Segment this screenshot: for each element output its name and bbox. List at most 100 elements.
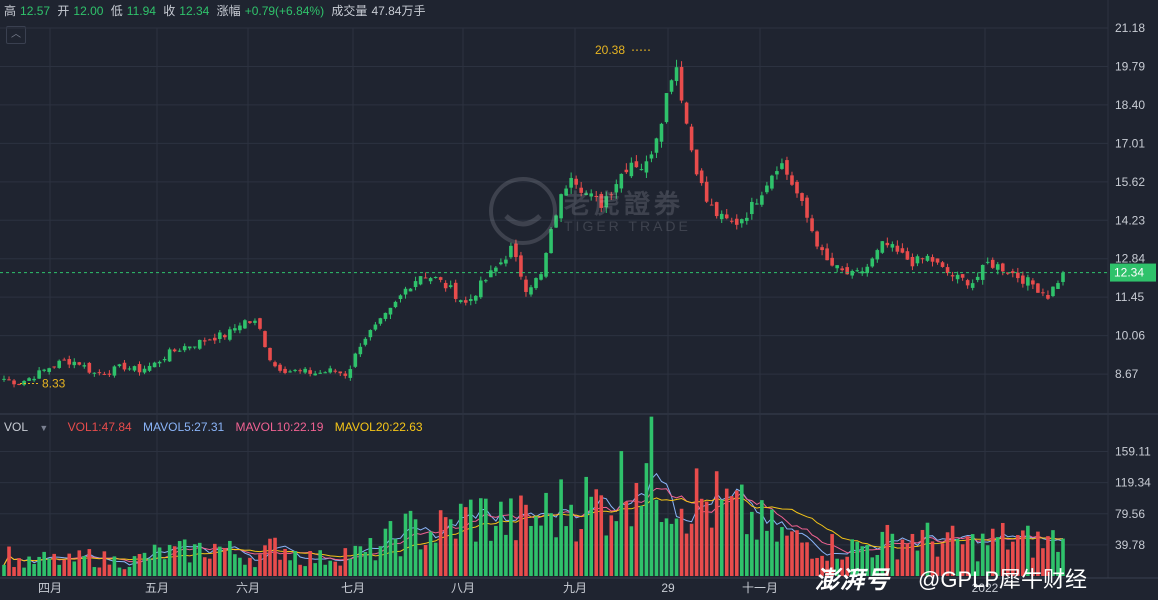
volume-bar — [770, 509, 774, 576]
candle-body — [765, 185, 769, 193]
candle-body — [514, 243, 518, 258]
volume-bar — [644, 463, 649, 576]
volume-bar — [12, 567, 16, 576]
candle-body — [243, 320, 247, 329]
volume-bar — [955, 538, 960, 576]
volume-bar — [965, 536, 970, 576]
candle-body — [117, 364, 122, 367]
candle-body — [1061, 272, 1065, 282]
volume-bar — [935, 556, 940, 576]
candle-body — [704, 181, 709, 202]
time-tick-label: 八月 — [451, 581, 475, 595]
collapse-chevron-icon[interactable]: ︿ — [6, 26, 26, 44]
volume-bar — [7, 546, 11, 576]
volume-bar — [338, 565, 343, 576]
volume-bar — [880, 531, 885, 576]
volume-bar — [484, 498, 488, 576]
volume-bar — [845, 556, 849, 576]
volume-bar — [423, 544, 428, 576]
price-tick-label: 12.84 — [1115, 252, 1145, 266]
candle-body — [398, 295, 403, 300]
volume-bar — [177, 541, 182, 576]
price-tick-label: 18.40 — [1115, 98, 1145, 112]
grid — [0, 0, 1158, 579]
volume-bar — [674, 518, 679, 576]
candle-body — [739, 219, 744, 224]
candle-body — [223, 335, 227, 338]
volume-bar — [970, 534, 975, 576]
candle-body — [564, 188, 568, 196]
volume-bar — [147, 558, 152, 576]
volume-bar — [1021, 530, 1025, 576]
volume-tick-label: 39.78 — [1115, 538, 1145, 552]
volume-bar — [900, 539, 905, 576]
candle-body — [820, 247, 824, 251]
volume-bar — [750, 511, 754, 576]
volume-bar — [684, 533, 689, 576]
volume-bar — [238, 557, 242, 576]
volume-bar — [509, 498, 513, 576]
volume-bar — [920, 529, 925, 576]
volume-bar — [293, 551, 297, 576]
time-tick-label: 29 — [661, 581, 675, 595]
volume-bar — [438, 510, 443, 576]
volume-bar — [519, 495, 523, 576]
candle-body — [960, 274, 965, 278]
volume-bar — [413, 519, 418, 576]
candle-body — [1021, 275, 1025, 284]
candle-body — [499, 262, 503, 265]
candle-body — [52, 366, 56, 368]
volume-bar — [82, 555, 87, 576]
volume-bar — [885, 524, 890, 576]
candle-body — [1056, 283, 1060, 289]
candle-body — [233, 328, 237, 331]
candle-body — [875, 250, 880, 260]
volume-bar — [398, 556, 403, 576]
close-label: 收 — [163, 4, 176, 18]
volume-bar — [584, 476, 588, 576]
candle-body — [945, 267, 950, 274]
candle-body — [815, 231, 819, 247]
volume-bar — [659, 522, 664, 576]
candle-body — [1011, 271, 1015, 274]
candle-body — [584, 193, 588, 195]
volume-bar — [679, 508, 684, 576]
volume-bar — [639, 505, 644, 576]
candle-body — [910, 256, 915, 267]
volume-bar — [298, 564, 302, 576]
volume-bar — [915, 550, 920, 576]
candle-body — [388, 307, 393, 315]
volume-bar — [579, 529, 583, 576]
volume-bar — [92, 567, 97, 576]
volume-bar — [212, 543, 217, 576]
volume-bar — [152, 544, 157, 576]
candle-body — [408, 288, 413, 292]
candle-body — [12, 380, 16, 385]
volume-bar — [428, 531, 433, 576]
volume-bar — [910, 533, 915, 576]
candle-body — [995, 264, 1000, 270]
candle-body — [990, 259, 995, 268]
candle-body — [659, 123, 664, 142]
candle-body — [639, 169, 644, 171]
candle-body — [303, 368, 307, 373]
volume-tick-label: 119.34 — [1115, 476, 1151, 490]
volume-bar — [840, 559, 844, 576]
candle-body — [338, 371, 343, 374]
volume-bar — [112, 556, 117, 576]
candle-body — [925, 255, 930, 261]
candle-body — [845, 267, 849, 275]
volume-bar — [1056, 551, 1060, 576]
candle-body — [192, 346, 197, 348]
volume-bar — [303, 566, 307, 576]
volume-bar — [1051, 530, 1055, 576]
vol-indicator-dropdown[interactable]: VOL ▼ — [4, 420, 56, 434]
candle-body — [2, 378, 6, 380]
volume-bar — [458, 503, 463, 576]
watermark-en: TIGER TRADE — [564, 218, 691, 234]
candle-body — [212, 337, 217, 341]
candle-body — [790, 175, 794, 185]
volume-bar — [975, 561, 980, 576]
volume-bar — [890, 533, 895, 576]
volume-bar — [137, 553, 142, 576]
